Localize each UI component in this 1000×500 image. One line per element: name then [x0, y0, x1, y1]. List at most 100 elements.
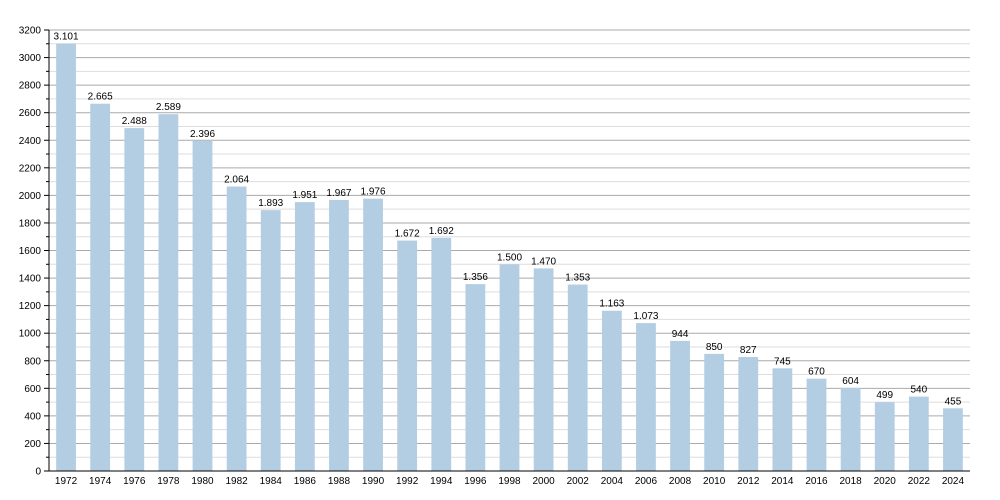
- data-label: 540: [910, 385, 927, 396]
- data-label: 1.967: [326, 188, 351, 199]
- x-tick-label: 1984: [260, 476, 283, 487]
- y-tick-label: 600: [24, 384, 41, 395]
- bar: [636, 323, 656, 471]
- data-label: 2.589: [156, 102, 181, 113]
- data-label: 1.976: [361, 187, 386, 198]
- bar: [329, 199, 349, 472]
- data-label: 604: [842, 376, 859, 387]
- x-tick-label: 2024: [942, 476, 965, 487]
- bars: [56, 43, 963, 472]
- data-label: 745: [774, 356, 791, 367]
- x-tick-label: 2012: [737, 476, 760, 487]
- x-tick-label: 1994: [430, 476, 453, 487]
- data-label: 1.500: [497, 252, 522, 263]
- y-tick-label: 1200: [19, 301, 42, 312]
- data-label: 1.163: [599, 299, 624, 310]
- x-tick-label: 1986: [294, 476, 317, 487]
- y-tick-label: 1600: [19, 246, 42, 257]
- bar: [260, 210, 281, 471]
- bar: [431, 237, 452, 471]
- data-label: 455: [945, 396, 962, 407]
- y-tick-label: 200: [24, 439, 41, 450]
- bar: [601, 310, 622, 471]
- x-tick-label: 1996: [464, 476, 487, 487]
- bar: [943, 408, 963, 471]
- data-label: 3.101: [54, 32, 79, 43]
- y-tick-label: 2800: [19, 81, 42, 92]
- bar: [499, 264, 520, 471]
- y-tick-label: 1000: [19, 329, 42, 340]
- x-tick-label: 2010: [703, 476, 726, 487]
- data-label: 850: [706, 342, 723, 353]
- bar: [806, 378, 827, 471]
- data-label: 670: [808, 367, 825, 378]
- y-tick-label: 3200: [19, 26, 42, 37]
- x-tick-label: 1972: [55, 476, 78, 487]
- x-tick-label: 1998: [498, 476, 521, 487]
- bar: [567, 284, 588, 471]
- x-tick-label: 2002: [567, 476, 590, 487]
- y-tick-label: 800: [24, 356, 41, 367]
- data-labels: 3.101 2.665 2.488 2.589 2.396 2.064 1.893 1.951…: [54, 32, 962, 408]
- x-tick-label: 1982: [225, 476, 248, 487]
- bar: [397, 240, 418, 471]
- x-tick-label: 1976: [123, 476, 146, 487]
- bar: [363, 198, 383, 471]
- data-label: 1.470: [531, 256, 556, 267]
- y-tick-label: 1400: [19, 274, 42, 285]
- bar: [738, 357, 759, 471]
- bar: [465, 284, 486, 471]
- bar: [192, 140, 213, 471]
- bar: [294, 202, 315, 471]
- bar: [670, 340, 690, 471]
- data-label: 1.356: [463, 272, 488, 283]
- data-label: 944: [672, 329, 689, 340]
- data-label: 827: [740, 345, 757, 356]
- x-tick-label: 1980: [191, 476, 214, 487]
- x-tick-label: 2022: [908, 476, 931, 487]
- data-label: 2.396: [190, 129, 215, 140]
- x-tick-label: 2018: [839, 476, 862, 487]
- y-tick-label: 3000: [19, 53, 42, 64]
- y-tick-label: 2000: [19, 191, 42, 202]
- data-label: 499: [876, 390, 893, 401]
- x-tick-label: 1992: [396, 476, 419, 487]
- x-tick-label: 2020: [874, 476, 897, 487]
- x-tick-label: 2016: [805, 476, 828, 487]
- bar: [226, 186, 247, 471]
- bar: [56, 43, 76, 472]
- bar: [704, 353, 725, 471]
- x-tick-label: 1990: [362, 476, 385, 487]
- y-tick-label: 0: [35, 467, 41, 478]
- data-label: 2.488: [122, 116, 147, 127]
- data-label: 1.692: [429, 226, 454, 237]
- x-tick-label: 1988: [328, 476, 351, 487]
- x-tick-label: 2000: [532, 476, 555, 487]
- data-label: 1.893: [258, 198, 283, 209]
- y-tick-label: 2400: [19, 136, 42, 147]
- data-label: 1.073: [633, 311, 658, 322]
- bar: [533, 268, 554, 471]
- data-label: 1.353: [565, 273, 590, 284]
- x-tick-label: 2008: [669, 476, 692, 487]
- axes: 0 200 400 600 800 1000 1200 1400 1600 1800 2000 220…: [19, 26, 970, 487]
- x-tick-label: 2004: [601, 476, 624, 487]
- data-label: 1.672: [395, 229, 420, 240]
- bar: [874, 402, 895, 471]
- y-tick-label: 1800: [19, 218, 42, 229]
- y-tick-label: 400: [24, 411, 41, 422]
- data-label: 1.951: [292, 190, 317, 201]
- bar: [90, 103, 111, 472]
- data-label: 2.064: [224, 175, 249, 186]
- x-tick-label: 1978: [157, 476, 180, 487]
- bar: [772, 368, 793, 471]
- data-label: 2.665: [88, 92, 113, 103]
- x-tick-label: 2006: [635, 476, 658, 487]
- x-tick-label: 2014: [771, 476, 794, 487]
- x-tick-label: 1974: [89, 476, 112, 487]
- y-tick-label: 2200: [19, 163, 42, 174]
- bar: [124, 128, 145, 471]
- bar: [840, 387, 861, 471]
- bar: [158, 114, 179, 472]
